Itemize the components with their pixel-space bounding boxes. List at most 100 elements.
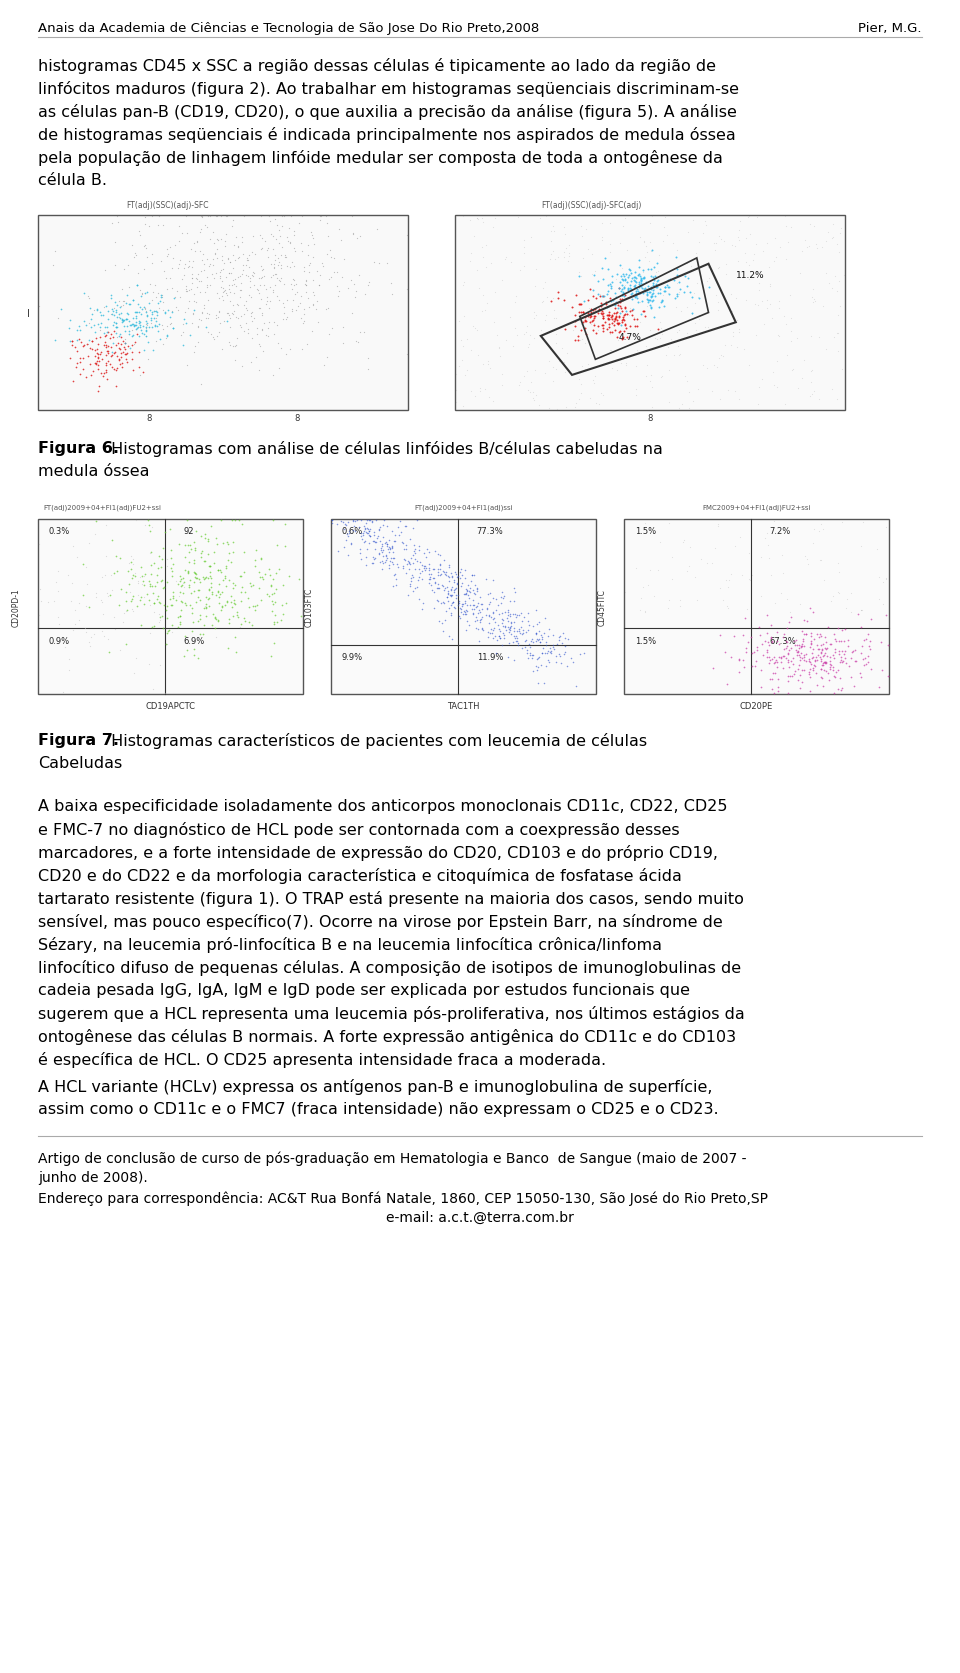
Point bbox=[595, 211, 611, 238]
Point bbox=[359, 520, 374, 547]
Point bbox=[457, 304, 472, 331]
Point bbox=[795, 629, 810, 656]
Point bbox=[34, 587, 49, 614]
Point bbox=[782, 318, 798, 345]
Point bbox=[628, 266, 643, 293]
Point bbox=[139, 313, 155, 340]
Point bbox=[279, 304, 295, 331]
Point bbox=[84, 301, 100, 328]
Point bbox=[587, 313, 602, 340]
Point bbox=[639, 283, 655, 310]
Point bbox=[607, 279, 622, 306]
Point bbox=[591, 296, 607, 323]
Point bbox=[727, 534, 742, 560]
Point bbox=[494, 361, 510, 388]
Point bbox=[197, 567, 212, 594]
Point bbox=[709, 355, 725, 381]
Point bbox=[623, 273, 638, 299]
Point bbox=[611, 293, 626, 320]
Point bbox=[798, 228, 813, 254]
Point bbox=[637, 269, 653, 296]
Point bbox=[252, 564, 268, 591]
Point bbox=[615, 325, 631, 351]
Point bbox=[237, 609, 252, 636]
Point bbox=[269, 226, 284, 253]
Point bbox=[148, 328, 163, 355]
Point bbox=[546, 636, 562, 663]
Point bbox=[293, 289, 308, 316]
Point bbox=[372, 537, 388, 564]
Point bbox=[608, 296, 623, 323]
Point bbox=[535, 288, 550, 315]
Point bbox=[241, 248, 256, 274]
Point bbox=[655, 363, 670, 390]
Point bbox=[206, 326, 222, 353]
Point bbox=[803, 211, 818, 238]
Point bbox=[804, 631, 819, 657]
Point bbox=[750, 637, 765, 664]
Point bbox=[546, 304, 562, 331]
Point bbox=[698, 212, 713, 239]
Point bbox=[633, 289, 648, 316]
Point bbox=[110, 209, 126, 236]
Point bbox=[108, 310, 124, 336]
Point bbox=[130, 594, 145, 621]
Point bbox=[466, 587, 481, 614]
Point bbox=[352, 535, 368, 562]
Point bbox=[378, 542, 394, 569]
Point bbox=[583, 310, 598, 336]
Point bbox=[125, 311, 140, 338]
Point bbox=[146, 614, 161, 641]
Point bbox=[283, 231, 299, 258]
Point bbox=[537, 621, 552, 647]
Point bbox=[348, 509, 363, 535]
Point bbox=[133, 301, 149, 328]
Point bbox=[75, 582, 90, 609]
Point bbox=[527, 326, 542, 353]
Point bbox=[275, 204, 290, 231]
Point bbox=[353, 507, 369, 534]
Point bbox=[755, 366, 770, 393]
Point bbox=[580, 236, 595, 263]
Point bbox=[133, 612, 149, 639]
Point bbox=[108, 315, 124, 341]
Point bbox=[75, 333, 90, 360]
Point bbox=[61, 315, 77, 341]
Point bbox=[853, 597, 869, 624]
Point bbox=[620, 264, 636, 291]
Point bbox=[634, 586, 649, 612]
Point bbox=[529, 256, 544, 283]
Point bbox=[195, 299, 210, 326]
Point bbox=[469, 576, 485, 602]
Point bbox=[822, 631, 837, 657]
Point bbox=[266, 263, 281, 289]
Point bbox=[613, 313, 629, 340]
Point bbox=[125, 323, 140, 350]
Point bbox=[773, 646, 788, 673]
Point bbox=[191, 313, 206, 340]
Point bbox=[612, 263, 628, 289]
Point bbox=[262, 584, 277, 611]
Point bbox=[221, 273, 236, 299]
Point bbox=[109, 559, 125, 586]
Point bbox=[381, 552, 396, 579]
Point bbox=[644, 283, 660, 310]
Point bbox=[107, 289, 122, 316]
Point bbox=[680, 320, 695, 346]
Point bbox=[263, 642, 278, 669]
Point bbox=[793, 644, 808, 671]
Point bbox=[789, 642, 804, 669]
Point bbox=[671, 397, 686, 423]
Point bbox=[164, 555, 180, 582]
Point bbox=[156, 212, 171, 239]
Point bbox=[96, 294, 111, 321]
Text: assim como o CD11c e o FMC7 (fraca intensidade) não expressam o CD25 e o CD23.: assim como o CD11c e o FMC7 (fraca inten… bbox=[38, 1101, 719, 1116]
Point bbox=[853, 597, 869, 624]
Point bbox=[88, 509, 104, 535]
Point bbox=[804, 644, 819, 671]
Point bbox=[483, 604, 498, 631]
Point bbox=[616, 276, 632, 303]
Point bbox=[264, 589, 279, 616]
Point bbox=[147, 313, 162, 340]
Point bbox=[233, 564, 249, 591]
